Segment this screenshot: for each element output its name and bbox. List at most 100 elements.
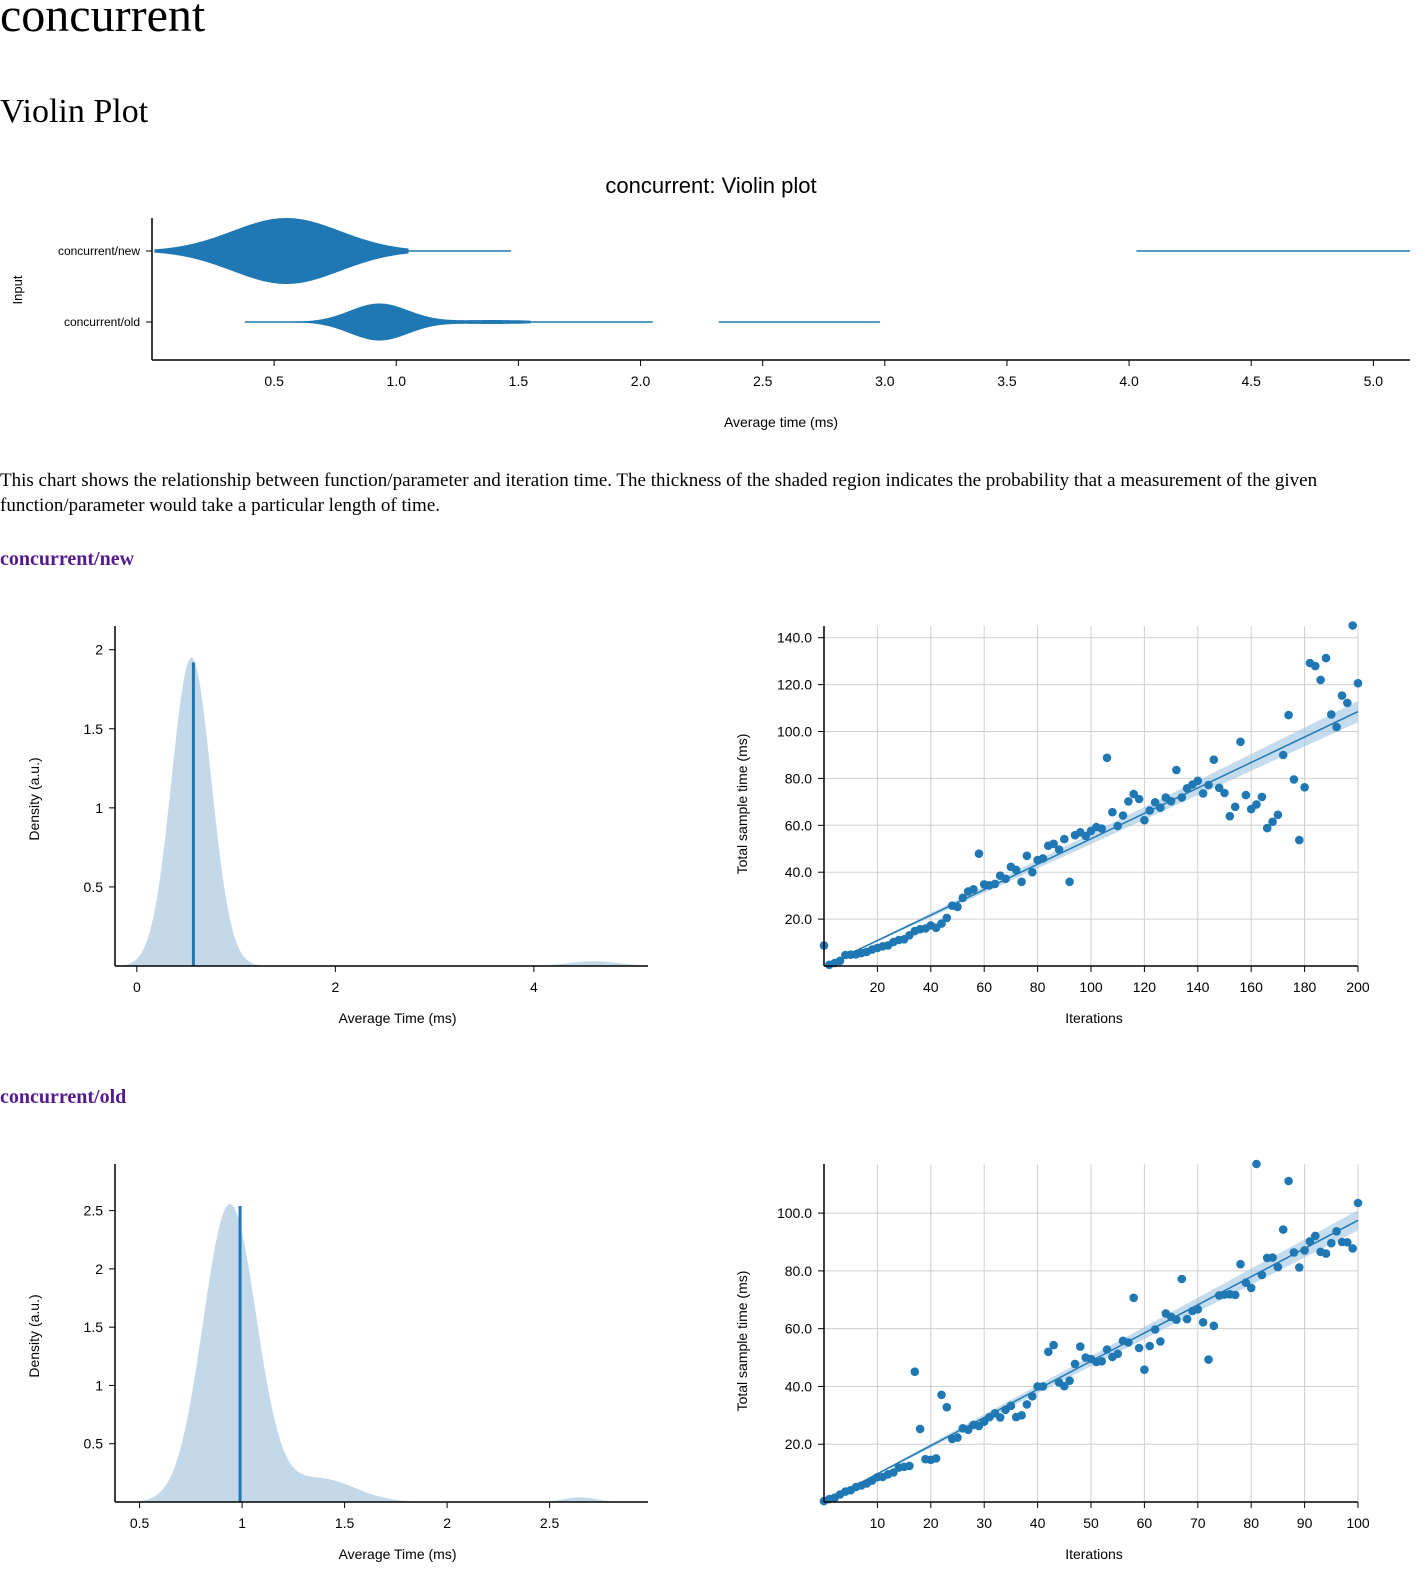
sample-point	[1140, 1365, 1149, 1374]
sample-point	[1246, 1283, 1256, 1293]
sample-point	[1209, 755, 1219, 764]
y-tick-label: 40.0	[785, 864, 812, 880]
x-tick-label: 3.5	[997, 373, 1017, 389]
y-tick-label: concurrent/new	[58, 244, 140, 258]
violin-shape	[154, 218, 409, 284]
sample-point	[1284, 710, 1293, 720]
x-tick-label: 40	[1030, 1515, 1046, 1531]
x-tick-label: 100	[1346, 1515, 1370, 1531]
x-tick-label: 140	[1186, 979, 1210, 995]
sample-point	[1134, 794, 1144, 804]
pdf-chart-old: 0.5 1 1.5 2 2.5 0.5 1 1.5 2 2.5 Average Time (ms) D…	[26, 1164, 648, 1562]
x-tick-label: 100	[1079, 979, 1103, 995]
sample-point	[1011, 865, 1021, 875]
sample-point	[1332, 722, 1341, 732]
x-tick-label: 10	[870, 1515, 886, 1531]
sample-point	[1300, 783, 1309, 792]
sample-point	[1022, 851, 1032, 861]
x-tick-label: 200	[1346, 979, 1370, 995]
y-tick-label: 1	[95, 1377, 103, 1393]
y-axis-label: Density (a.u.)	[26, 757, 42, 840]
sample-point	[1241, 790, 1251, 800]
x-tick-label: 3.0	[875, 373, 895, 389]
sample-point	[915, 1424, 925, 1434]
sample-point	[1097, 1357, 1106, 1366]
y-tick-label: 2	[95, 642, 103, 658]
sample-point	[1257, 792, 1267, 802]
sample-point	[1198, 1318, 1208, 1327]
sample-point	[1273, 810, 1283, 820]
sample-point	[1337, 691, 1347, 700]
violin-heading: Violin Plot	[0, 93, 149, 130]
density-area	[115, 657, 648, 966]
sample-point	[1289, 775, 1299, 784]
density-area	[115, 1204, 648, 1502]
sample-point	[1150, 1325, 1160, 1334]
x-tick-label: 4.0	[1119, 373, 1139, 389]
y-tick-label: 60.0	[785, 1321, 812, 1337]
x-axis-label: Iterations	[1065, 1546, 1123, 1562]
y-tick-label: 100.0	[777, 1205, 812, 1221]
x-tick-label: 1.0	[387, 373, 407, 389]
y-tick-label: 80.0	[785, 770, 812, 786]
sample-point	[969, 885, 978, 894]
regression-line	[823, 710, 1359, 967]
sample-point	[1311, 661, 1320, 671]
regression-chart-new: 20 40 60 80 100 120 140 160 180 200 20.0 40.0 60.0 80…	[734, 621, 1370, 1026]
sample-point	[1076, 1342, 1085, 1351]
violin-chart: concurrent: Violin plot 0.5 1.0 1.5 2.0 2.5 3.…	[10, 173, 1410, 430]
sample-point	[1022, 1400, 1032, 1409]
sample-point	[974, 849, 984, 858]
y-axis-label: Density (a.u.)	[26, 1294, 42, 1377]
sample-point	[1214, 783, 1224, 793]
y-tick-label: 2.5	[84, 1203, 104, 1219]
sample-point	[905, 1461, 914, 1471]
sample-point	[995, 1413, 1005, 1422]
page-title: concurrent	[0, 0, 206, 42]
sample-point	[1204, 780, 1213, 790]
x-tick-label: 0.5	[264, 373, 284, 389]
y-tick-label: 120.0	[777, 677, 812, 693]
y-tick-label: 1.5	[84, 1319, 104, 1335]
y-tick-label: 60.0	[785, 817, 812, 833]
sample-point	[1327, 1238, 1336, 1248]
x-tick-label: 0.5	[130, 1515, 150, 1531]
sample-point	[1017, 877, 1026, 887]
sample-point	[1273, 1262, 1283, 1272]
y-axis-label: Total sample time (ms)	[734, 1271, 750, 1412]
x-tick-label: 160	[1240, 979, 1264, 995]
sample-point	[1108, 807, 1117, 817]
y-tick-label: 20.0	[785, 1436, 812, 1452]
sample-point	[1295, 1263, 1304, 1272]
sample-point	[1006, 1401, 1016, 1411]
x-tick-label: 1.5	[509, 373, 529, 389]
y-tick-label: 100.0	[777, 724, 812, 740]
y-tick-label: 1	[95, 800, 103, 816]
sample-point	[942, 1402, 952, 1412]
y-tick-label: 0.5	[84, 1436, 104, 1452]
sample-point	[1097, 824, 1106, 833]
sample-point	[1348, 621, 1357, 630]
x-axis-label: Average time (ms)	[724, 414, 838, 430]
sample-point	[1182, 1314, 1192, 1324]
sample-point	[1348, 1244, 1357, 1253]
sample-point	[1220, 788, 1229, 798]
sample-point	[1268, 817, 1277, 827]
sample-point	[1198, 789, 1208, 798]
x-tick-label: 2	[443, 1515, 451, 1531]
bench-link-old[interactable]: concurrent/old	[0, 1086, 127, 1108]
sample-point	[1193, 776, 1203, 786]
sample-point	[1236, 737, 1245, 747]
y-tick-label: 20.0	[785, 911, 812, 927]
bench-link-new[interactable]: concurrent/new	[0, 548, 135, 570]
sample-point	[958, 893, 968, 903]
x-tick-label: 2.0	[631, 373, 651, 389]
x-tick-label: 1.5	[335, 1515, 355, 1531]
sample-point	[1054, 845, 1064, 854]
y-tick-label: 40.0	[785, 1378, 812, 1394]
sample-point	[1278, 750, 1288, 760]
sample-point	[1172, 1315, 1181, 1324]
x-tick-label: 5.0	[1364, 373, 1384, 389]
sample-point	[1113, 1349, 1122, 1359]
